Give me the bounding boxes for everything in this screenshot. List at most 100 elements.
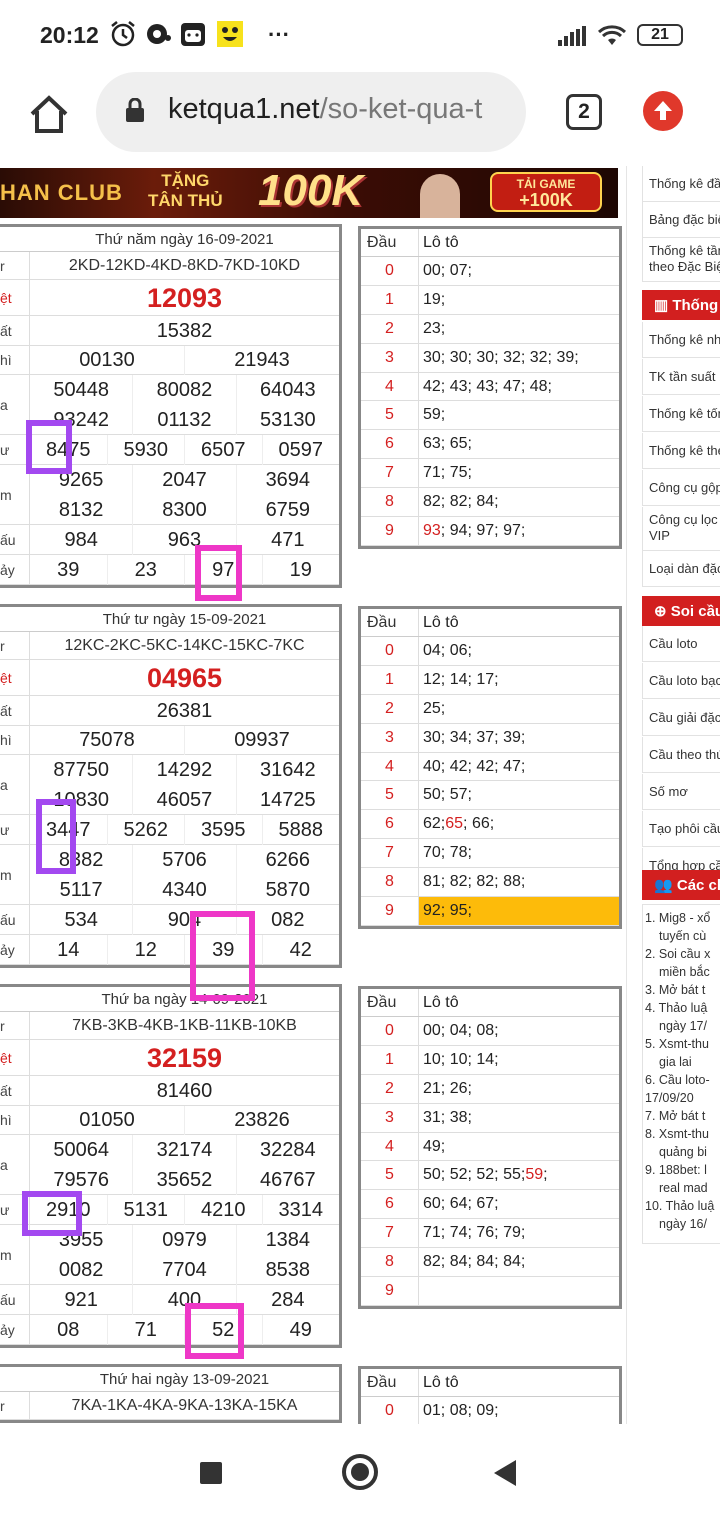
forum-topic[interactable]: 10. Thảo luậ	[645, 1199, 715, 1213]
sidebar-section-title: Các ch	[676, 877, 720, 894]
home-button[interactable]	[342, 1454, 378, 1490]
loto-numbers: 30; 34; 37; 39;	[419, 724, 619, 752]
recents-button[interactable]	[200, 1462, 222, 1484]
prize-values: 08 71 52 49	[30, 1315, 339, 1345]
loto-number: 31; 38;	[423, 1108, 472, 1126]
sidebar-link[interactable]: Cầu loto bạc	[642, 663, 720, 699]
prize-number: 12093	[146, 282, 223, 313]
sidebar-section-title: Thống	[672, 297, 719, 314]
banner-amount: 100K	[258, 168, 364, 215]
sidebar-link[interactable]: Thống kê tần theo Đặc Biệ	[642, 238, 720, 282]
prize-number: 5870	[235, 875, 339, 905]
forum-topic[interactable]: 5. Xsmt-thu	[645, 1037, 709, 1051]
home-icon[interactable]	[26, 92, 72, 138]
forum-topic[interactable]: 1. Mig8 - xổ	[645, 911, 711, 925]
forum-topic[interactable]: 9. 188bet: l	[645, 1163, 707, 1177]
forum-topic[interactable]: 7. Mở bát t	[645, 1109, 706, 1123]
promo-banner[interactable]: HAN CLUB TẶNG TÂN THỦ 100K TẢI GAME +100K	[0, 168, 618, 218]
app-face-icon	[178, 20, 208, 50]
forum-topic[interactable]: gia lai	[659, 1055, 692, 1069]
loto-row: 8 82; 84; 84; 84;	[361, 1248, 619, 1278]
loto-numbers: 82; 84; 84; 84;	[419, 1248, 619, 1276]
forum-topic[interactable]: 8. Xsmt-thu	[645, 1127, 709, 1141]
forum-topic[interactable]: miền bắc	[659, 965, 710, 979]
sidebar-link[interactable]: TK tần suất b	[642, 359, 720, 395]
forum-topic[interactable]: 3. Mở bát t	[645, 983, 706, 997]
update-icon[interactable]	[643, 91, 683, 131]
loto-number: 04; 06;	[423, 641, 472, 659]
sidebar-link[interactable]: Thống kê tốn	[642, 396, 720, 432]
url-path: /so-ket-qua-t	[319, 93, 483, 125]
forum-topic[interactable]: 6. Cầu loto-	[645, 1073, 710, 1087]
prize-values: 04965	[30, 660, 339, 696]
url-text[interactable]: ketqua1.net/so-ket-qua-t	[168, 93, 513, 126]
prize-row: r 12KC-2KC-5KC-14KC-15KC-7KC	[0, 632, 339, 660]
prize-number: 8132	[58, 498, 104, 521]
prize-number: 01050	[79, 1109, 135, 1131]
sidebar-link[interactable]: Thống kê the	[642, 433, 720, 469]
loto-numbers: 82; 82; 84;	[419, 488, 619, 516]
prize-number: 75078	[79, 729, 135, 751]
sidebar-link[interactable]: Thống kê đầ	[642, 166, 720, 202]
prize-number: 49	[261, 1315, 340, 1345]
sidebar-link[interactable]: Cầu giải đặc	[642, 700, 720, 736]
loto-numbers: 00; 04; 08;	[419, 1017, 619, 1045]
forum-topic[interactable]: real mad	[659, 1181, 708, 1195]
prize-label: ảy	[0, 555, 30, 584]
tab-switcher-button[interactable]: 2	[566, 94, 602, 130]
prize-number: 5262	[106, 815, 185, 845]
loto-row: 1 12; 14; 17;	[361, 665, 619, 695]
prize-row: ảy 39 23 97 19	[0, 555, 339, 585]
prize-number: 5131	[106, 1195, 185, 1225]
prize-number: 14292	[132, 755, 235, 785]
loto-head-digit: 2	[361, 1074, 419, 1103]
loto-row: 0 00; 07;	[361, 257, 619, 286]
forum-topic[interactable]: 2. Soi cầu x	[645, 947, 711, 961]
prize-values: 534 904 082	[30, 905, 339, 935]
sidebar-link[interactable]: Cầu theo thứ	[642, 737, 720, 773]
loto-numbers: 70; 78;	[419, 839, 619, 867]
loto-header: Đầu Lô tô	[361, 989, 619, 1017]
banner-cta-button[interactable]: TẢI GAME +100K	[490, 172, 602, 212]
loto-numbers: 01; 08; 09;	[419, 1397, 619, 1424]
loto-header-loto: Lô tô	[423, 233, 459, 251]
sidebar-link[interactable]: Cầu loto	[642, 626, 720, 662]
forum-topic[interactable]: tuyến cù	[659, 929, 707, 943]
sidebar-link[interactable]: Số mơ	[642, 774, 720, 810]
forum-topic[interactable]: 4. Thảo luậ	[645, 1001, 708, 1015]
prize-label: hì	[0, 726, 30, 754]
forum-topic[interactable]: ngày 16/	[659, 1217, 707, 1231]
loto-head-digit: 8	[361, 488, 419, 517]
loto-table: Đầu Lô tô 0 01; 08; 09;	[358, 1366, 622, 1424]
loto-numbers: 30; 30; 30; 32; 32; 39;	[419, 344, 619, 372]
loto-numbers: 62; 65; 66;	[419, 810, 619, 838]
sidebar-link[interactable]: Bảng đặc biệ	[642, 202, 720, 238]
back-button[interactable]	[494, 1460, 516, 1486]
loto-numbers: 21; 26;	[419, 1075, 619, 1103]
loto-head-digit: 7	[361, 459, 419, 488]
loto-row: 6 62; 65; 66;	[361, 810, 619, 840]
loto-head-digit: 0	[361, 1017, 419, 1045]
sidebar-link[interactable]: Thống kê nha	[642, 322, 720, 358]
highlight-box	[36, 799, 76, 874]
forum-topic[interactable]: 17/09/20	[645, 1091, 694, 1105]
prize-number: 26381	[156, 699, 213, 722]
prize-number: 04965	[146, 662, 223, 693]
loto-row: 9	[361, 1277, 619, 1306]
sidebar-link[interactable]: Tạo phôi cầu	[642, 811, 720, 847]
sidebar-link[interactable]: Công cụ gộp	[642, 470, 720, 506]
loto-numbers: 12; 14; 17;	[419, 666, 619, 694]
loto-head-digit: 6	[361, 810, 419, 839]
address-bar[interactable]: ketqua1.net/so-ket-qua-t	[96, 72, 526, 152]
loto-numbers: 71; 74; 76; 79;	[419, 1219, 619, 1247]
loto-head-digit: 2	[361, 314, 419, 343]
url-host: ketqua1.net	[168, 93, 320, 125]
sidebar-link[interactable]: Loại dàn đặc	[642, 551, 720, 587]
forum-topic[interactable]: ngày 17/	[659, 1019, 707, 1033]
forum-topic[interactable]: quảng bi	[659, 1145, 707, 1159]
prize-values: 12093	[30, 280, 339, 316]
sidebar-link[interactable]: Công cụ lọc VIP	[642, 507, 720, 551]
loto-row: 4 40; 42; 42; 47;	[361, 752, 619, 782]
prize-number: 8300	[132, 495, 235, 525]
prize-values: 8132 8300 6759	[30, 495, 339, 525]
